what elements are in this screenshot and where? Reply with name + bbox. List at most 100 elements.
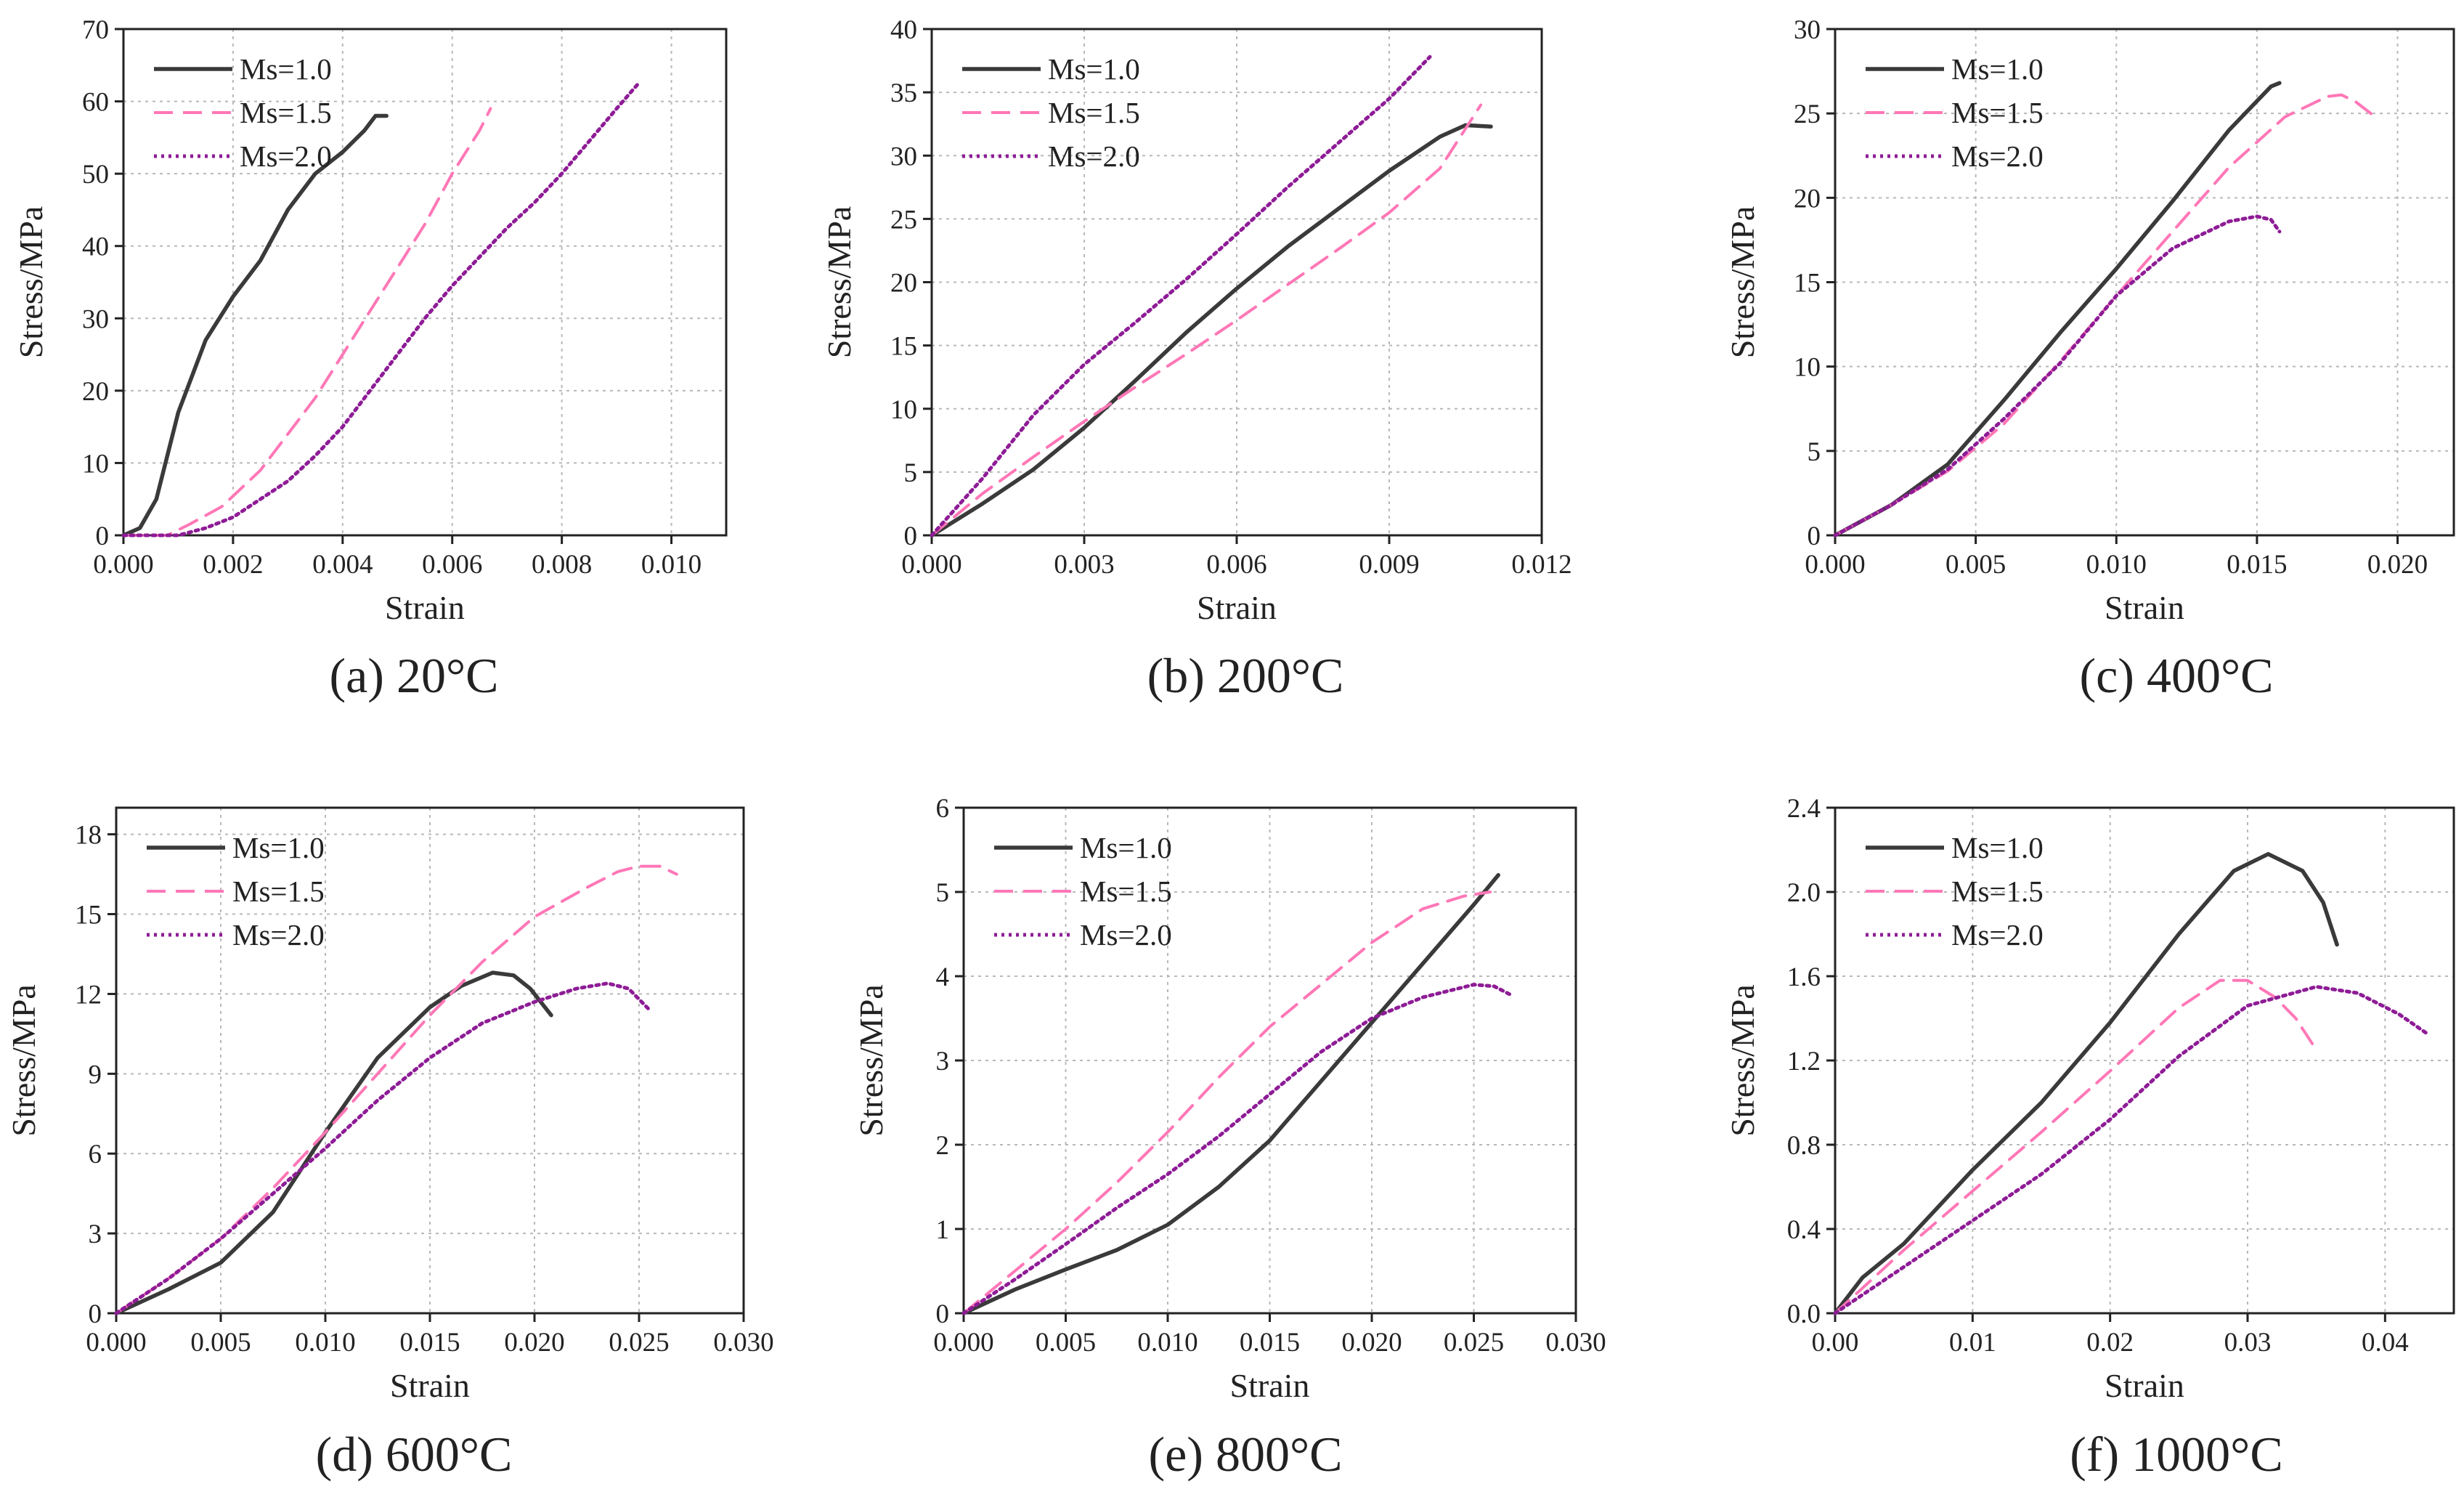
legend: Ms=1.0 Ms=1.5 Ms=2.0 [147, 831, 325, 952]
series-line-ms-1-5 [115, 864, 678, 1315]
x-tick-label: 0.009 [1359, 550, 1419, 580]
legend-label: Ms=2.0 [1951, 139, 2044, 173]
y-tick-label: 3 [936, 1047, 950, 1076]
y-tick-label: 40 [82, 232, 109, 262]
x-tick-label: 0.008 [532, 550, 592, 580]
y-tick-label: 10 [1794, 353, 1821, 383]
legend: Ms=1.0 Ms=1.5 Ms=2.0 [994, 831, 1172, 952]
y-tick-label: 15 [75, 901, 102, 930]
legend-label: Ms=1.5 [1048, 96, 1140, 129]
panel-caption: (a) 20°C [329, 648, 498, 703]
legend-label: Ms=2.0 [1951, 918, 2044, 952]
series-line-ms-1-5 [122, 107, 492, 537]
series-line-ms-1-5 [1834, 93, 2377, 537]
y-tick-label: 0 [89, 1299, 102, 1329]
x-tick-label: 0.02 [2086, 1328, 2134, 1358]
legend-label: Ms=1.5 [240, 96, 332, 129]
x-axis-title: Strain [1230, 1367, 1310, 1404]
series-line-ms-1-5 [930, 103, 1482, 537]
x-tick-label: 0.015 [1240, 1328, 1300, 1358]
legend-label: Ms=1.0 [1951, 52, 2044, 86]
y-tick-label: 2.4 [1787, 794, 1821, 824]
y-tick-label: 0 [904, 522, 918, 551]
x-tick-label: 0.000 [901, 550, 961, 580]
x-tick-label: 0.012 [1511, 550, 1571, 580]
legend: Ms=1.0 Ms=1.5 Ms=2.0 [154, 52, 332, 173]
y-tick-label: 10 [890, 395, 917, 425]
y-tick-label: 10 [82, 449, 109, 479]
chart-panel-5: 0.000 0.005 0.010 0.015 0.020 0.025 0.030 0 1 2 3 4… [853, 794, 1606, 1482]
legend-label: Ms=1.5 [1080, 875, 1172, 908]
series-line-ms-1-5 [962, 891, 1492, 1315]
chart-panel-4: 0.000 0.005 0.010 0.015 0.020 0.025 0.030 0 3 6 9 1… [5, 806, 774, 1482]
plot-frame [1834, 806, 2455, 1315]
y-tick-label: 30 [890, 142, 917, 171]
y-tick-label: 15 [1794, 269, 1821, 299]
y-tick-label: 5 [904, 458, 918, 488]
x-tick-label: 0.003 [1054, 550, 1114, 580]
legend-label: Ms=2.0 [1080, 918, 1172, 952]
x-tick-label: 0.005 [190, 1328, 251, 1358]
x-tick-label: 0.015 [2227, 550, 2287, 580]
legend: Ms=1.0 Ms=1.5 Ms=2.0 [1866, 831, 2044, 952]
panel-caption: (c) 400°C [2079, 648, 2273, 703]
legend-label: Ms=1.0 [240, 52, 332, 86]
x-axis-title: Strain [390, 1367, 470, 1404]
legend-label: Ms=1.0 [232, 831, 325, 864]
legend-label: Ms=1.0 [1080, 831, 1172, 864]
legend-label: Ms=1.5 [1951, 875, 2044, 908]
x-tick-label: 0.010 [2086, 550, 2147, 580]
series-line-ms-2-0 [930, 54, 1432, 537]
series-line-ms-1-5 [1834, 978, 2318, 1315]
y-tick-label: 40 [890, 15, 917, 45]
x-tick-label: 0.025 [1444, 1328, 1504, 1358]
y-tick-label: 9 [89, 1060, 102, 1090]
y-tick-label: 0 [1808, 522, 1821, 551]
y-axis-title: Stress/MPa [853, 984, 890, 1137]
x-tick-label: 0.010 [1137, 1328, 1198, 1358]
panel-caption: (b) 200°C [1147, 648, 1344, 703]
y-tick-label: 70 [82, 15, 109, 45]
x-tick-label: 0.000 [93, 550, 153, 580]
legend: Ms=1.0 Ms=1.5 Ms=2.0 [1866, 52, 2044, 173]
y-tick-label: 2 [936, 1131, 950, 1161]
y-tick-label: 1 [936, 1215, 950, 1245]
series-line-ms-2-0 [1833, 985, 2428, 1315]
x-axis-title: Strain [2105, 589, 2184, 626]
x-tick-label: 0.020 [504, 1328, 564, 1358]
y-tick-label: 6 [89, 1140, 102, 1169]
x-tick-label: 0.04 [2362, 1328, 2409, 1358]
y-tick-label: 30 [1794, 15, 1821, 45]
chart-panel-6: 0.00 0.01 0.02 0.03 0.04 0.0 0.4 0.8 1.2 1.6 2.0 2.… [1724, 794, 2455, 1482]
series-line-ms-2-0 [961, 983, 1513, 1315]
y-axis-title: Stress/MPa [821, 206, 858, 359]
y-tick-label: 30 [82, 304, 109, 334]
y-tick-label: 0.4 [1787, 1215, 1821, 1245]
x-axis-title: Strain [385, 589, 465, 626]
x-tick-label: 0.03 [2224, 1328, 2272, 1358]
y-axis-title: Stress/MPa [12, 206, 49, 359]
series-line-ms-1-0 [1833, 81, 2282, 537]
chart-panel-2: 0.000 0.003 0.006 0.009 0.012 0 5 10 15 20 25 30 35 4… [821, 15, 1572, 703]
x-tick-label: 0.005 [1036, 1328, 1096, 1358]
series-line-ms-1-0 [1833, 852, 2339, 1315]
y-tick-label: 50 [82, 160, 109, 190]
y-tick-label: 1.6 [1787, 962, 1821, 992]
legend: Ms=1.0 Ms=1.5 Ms=2.0 [962, 52, 1140, 173]
y-tick-label: 20 [1794, 184, 1821, 214]
y-tick-label: 12 [75, 980, 102, 1010]
legend-label: Ms=2.0 [232, 918, 325, 952]
legend-label: Ms=1.5 [232, 875, 325, 908]
panel-caption: (d) 600°C [316, 1427, 513, 1482]
x-tick-label: 0.004 [312, 550, 373, 580]
y-tick-label: 3 [89, 1220, 102, 1249]
y-tick-label: 4 [936, 962, 950, 992]
legend-label: Ms=1.0 [1951, 831, 2044, 864]
x-tick-label: 0.000 [933, 1328, 993, 1358]
y-tick-label: 18 [75, 821, 102, 851]
y-tick-label: 25 [890, 205, 917, 235]
y-axis-title: Stress/MPa [1724, 206, 1761, 359]
x-tick-label: 0.010 [295, 1328, 355, 1358]
legend-label: Ms=1.5 [1951, 96, 2044, 129]
chart-panel-3: 0.000 0.005 0.010 0.015 0.020 0 5 10 15 20 25 30 Str… [1724, 15, 2455, 703]
